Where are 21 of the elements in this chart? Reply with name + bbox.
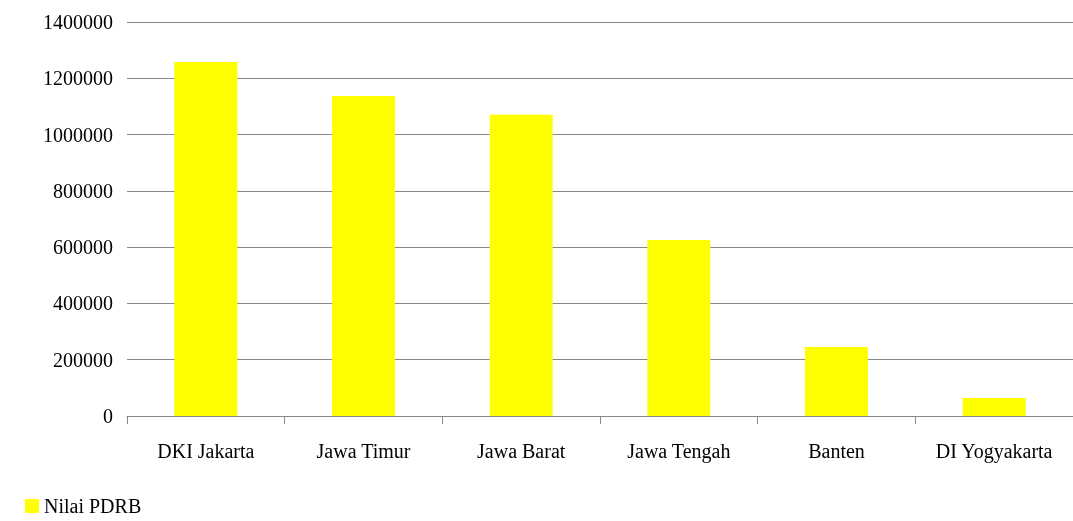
x-tick-label: Banten bbox=[808, 440, 865, 462]
legend-label: Nilai PDRB bbox=[44, 495, 142, 517]
bar bbox=[962, 397, 1026, 416]
x-tick-label: DKI Jakarta bbox=[157, 440, 255, 462]
x-tick-label: Jawa Barat bbox=[477, 440, 566, 462]
bar bbox=[489, 114, 553, 416]
y-tick-label: 1000000 bbox=[43, 123, 113, 146]
x-tick-label: DI Yogyakarta bbox=[935, 440, 1053, 463]
y-tick-label: 200000 bbox=[53, 348, 113, 371]
bar bbox=[804, 347, 869, 416]
y-tick-label: 1200000 bbox=[43, 67, 113, 90]
y-tick-label: 600000 bbox=[53, 236, 113, 259]
x-tick-label: Jawa Timur bbox=[316, 440, 411, 462]
y-tick-label: 0 bbox=[103, 405, 113, 427]
x-tick-label: Jawa Tengah bbox=[627, 440, 731, 463]
y-tick-label: 400000 bbox=[53, 292, 113, 315]
bar bbox=[174, 61, 238, 416]
bar bbox=[647, 240, 711, 416]
y-tick-label: 1400000 bbox=[43, 11, 113, 33]
bar bbox=[331, 96, 396, 416]
y-tick-label: 800000 bbox=[53, 179, 113, 202]
